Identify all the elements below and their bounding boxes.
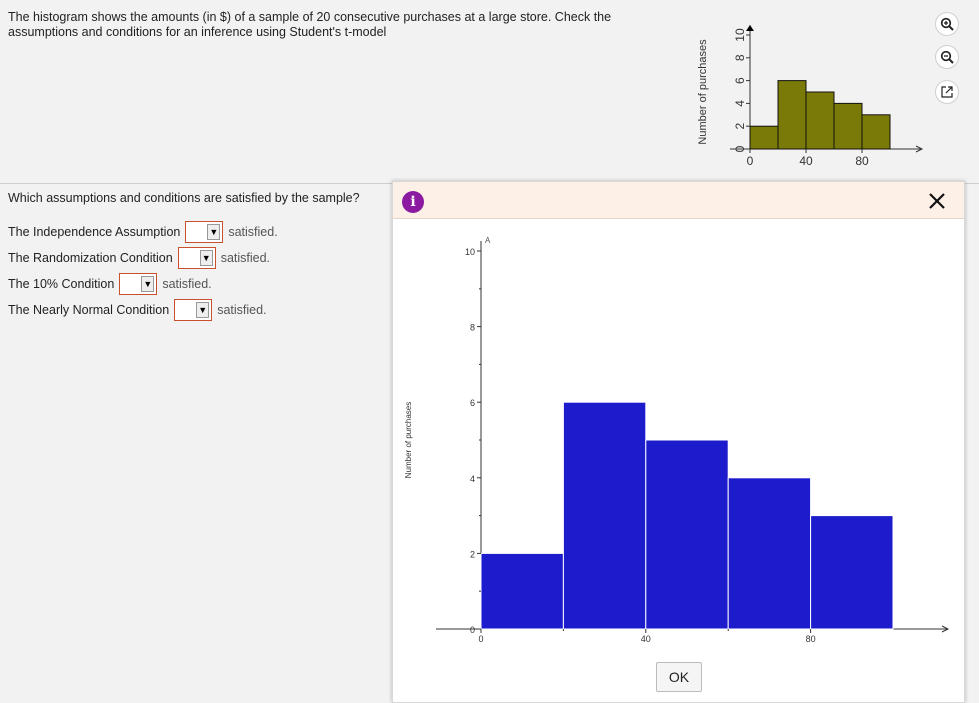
y-tick-label: 10 (733, 28, 747, 42)
histogram-dialog: i 0 2 4 6 8 10 0 40 80 Number of purchases A OK (392, 181, 965, 703)
info-icon: i (402, 191, 424, 213)
y-tick-label: 6 (470, 398, 475, 408)
y-tick-label: 2 (470, 549, 475, 559)
y-axis-label: Number of purchases (697, 39, 709, 145)
condition-row-independence: The Independence Assumption ▼ satisfied. (8, 220, 278, 244)
y-tick-label: 10 (465, 247, 475, 257)
x-axis-arrow (941, 625, 950, 633)
y-axis-arrow (746, 25, 754, 31)
condition-row-randomization: The Randomization Condition ▼ satisfied. (8, 246, 270, 270)
condition-label: The Randomization Condition (8, 251, 173, 265)
condition-row-ten-percent: The 10% Condition ▼ satisfied. (8, 272, 212, 296)
dialog-header: i (393, 182, 964, 219)
histogram-bar (562, 401, 647, 630)
corner-mark: A (485, 236, 491, 245)
dropdown-arrow-icon: ▼ (196, 302, 210, 318)
x-tick-label: 0 (747, 154, 754, 168)
popout-icon (941, 86, 953, 98)
zoom-out-button[interactable] (935, 45, 959, 69)
y-tick-label: 2 (733, 123, 747, 130)
prompt-text: Which assumptions and conditions are sat… (8, 191, 360, 205)
condition-label: The Independence Assumption (8, 225, 181, 239)
enlarged-histogram: 0 2 4 6 8 10 0 40 80 Number of purchases A (404, 236, 950, 644)
y-tick-label: 4 (470, 474, 475, 484)
ten-percent-select[interactable]: ▼ (119, 273, 158, 295)
histogram-bar (749, 125, 779, 150)
y-tick-label: 8 (733, 54, 747, 61)
histogram-bar (645, 439, 729, 630)
y-tick-label: 0 (733, 145, 747, 152)
dropdown-arrow-icon: ▼ (199, 250, 213, 266)
x-tick-label: 0 (478, 634, 483, 644)
x-tick-label: 80 (855, 154, 869, 168)
dropdown-arrow-icon: ▼ (207, 224, 221, 240)
y-axis-label: Number of purchases (404, 402, 413, 478)
histogram-bar (480, 552, 564, 630)
zoom-out-icon (940, 50, 954, 64)
histogram-bar (805, 91, 835, 150)
independence-select[interactable]: ▼ (185, 221, 224, 243)
x-tick-label: 40 (799, 154, 813, 168)
histogram-bar (810, 515, 894, 630)
y-tick-label: 4 (733, 100, 747, 107)
question-text: The histogram shows the amounts (in $) o… (8, 10, 612, 39)
x-tick-label: 40 (641, 634, 651, 644)
histogram-bar (777, 80, 807, 150)
histogram-bar (833, 102, 863, 150)
randomization-select[interactable]: ▼ (177, 247, 216, 269)
zoom-in-icon (940, 17, 954, 31)
dropdown-arrow-icon: ▼ (141, 276, 155, 292)
histogram-bar (727, 477, 812, 630)
popout-button[interactable] (935, 80, 959, 104)
condition-label: The Nearly Normal Condition (8, 303, 170, 317)
condition-label: The 10% Condition (8, 277, 115, 291)
x-tick-label: 80 (806, 634, 816, 644)
condition-row-nearly-normal: The Nearly Normal Condition ▼ satisfied. (8, 298, 267, 322)
y-tick-label: 6 (733, 77, 747, 84)
x-axis-arrow (915, 145, 924, 153)
nearly-normal-select[interactable]: ▼ (174, 299, 213, 321)
y-tick-label: 8 (470, 323, 475, 333)
close-icon[interactable] (926, 190, 948, 212)
histogram-bar (861, 114, 891, 150)
ok-button[interactable]: OK (656, 662, 702, 692)
y-tick-label: 0 (470, 625, 475, 635)
thumbnail-histogram[interactable]: 0 2 4 6 8 10 0 40 80 Number of purchases (690, 10, 930, 180)
zoom-in-button[interactable] (935, 12, 959, 36)
